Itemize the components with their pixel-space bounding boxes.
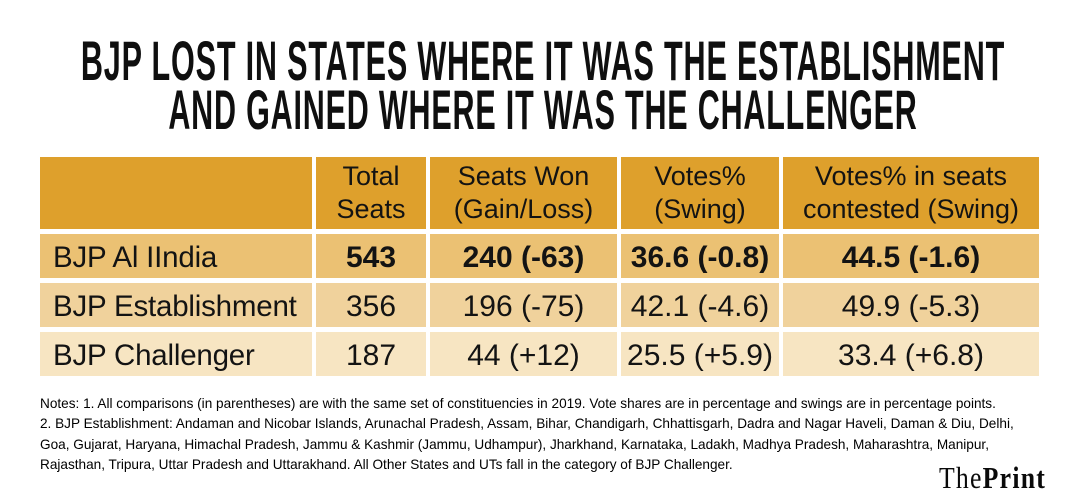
logo-the: The: [938, 460, 983, 495]
logo-print: Print: [982, 460, 1046, 495]
header-cell-total-seats: Total Seats: [316, 157, 426, 229]
header-cell-votes-pct: Votes% (Swing): [621, 157, 779, 229]
header-line: (Gain/Loss): [453, 194, 594, 224]
header-text-votes-pct: Votes% (Swing): [654, 160, 746, 226]
row-label: BJP Challenger: [40, 332, 312, 376]
header-text-seats-won: Seats Won (Gain/Loss): [454, 160, 594, 226]
header-line: Seats Won: [457, 161, 590, 191]
note-line: Notes: 1. All comparisons (in parenthese…: [40, 396, 996, 411]
header-cell-blank: [40, 157, 312, 229]
votes-pct-value: 36.6 (-0.8): [621, 234, 779, 278]
theprint-logo: ThePrint: [939, 460, 1046, 496]
header-line: (Swing): [654, 194, 746, 224]
row-label: BJP Establishment: [40, 283, 312, 327]
total-seats-value: 356: [316, 283, 426, 327]
votes-pct-contested-value: 49.9 (-5.3): [783, 283, 1039, 327]
seats-won-value: 44 (+12): [430, 332, 617, 376]
header-line: Total: [342, 161, 400, 191]
header-line: contested (Swing): [802, 194, 1020, 224]
header-line: Seats: [336, 194, 406, 224]
votes-pct-contested-value: 44.5 (-1.6): [783, 234, 1039, 278]
header-cell-votes-pct-contested: Votes% in seats contested (Swing): [783, 157, 1039, 229]
votes-pct-contested-value: 33.4 (+6.8): [783, 332, 1039, 376]
page-title: BJP LOST IN STATES WHERE IT WAS THE ESTA…: [0, 0, 1084, 140]
footnotes: Notes: 1. All comparisons (in parenthese…: [40, 394, 1050, 475]
header-text-total-seats: Total Seats: [336, 160, 405, 226]
header-line: Votes%: [654, 161, 746, 191]
seats-won-value: 240 (-63): [430, 234, 617, 278]
data-table: Total Seats Seats Won (Gain/Loss) Votes% (S…: [40, 157, 1039, 376]
total-seats-value: 543: [316, 234, 426, 278]
title-line-2: AND GAINED WHERE IT WAS THE CHALLENGER: [168, 77, 918, 141]
seats-won-value: 196 (-75): [430, 283, 617, 327]
votes-pct-value: 42.1 (-4.6): [621, 283, 779, 327]
header-line: Votes% in seats: [814, 161, 1008, 191]
header-text-votes-pct-contested: Votes% in seats contested (Swing): [803, 160, 1019, 226]
row-label: BJP Al IIndia: [40, 234, 312, 278]
votes-pct-value: 25.5 (+5.9): [621, 332, 779, 376]
note-line: Rajasthan, Tripura, Uttar Pradesh and Ut…: [40, 456, 733, 472]
note-line: Goa, Gujarat, Haryana, Himachal Pradesh,…: [40, 436, 989, 452]
header-cell-seats-won: Seats Won (Gain/Loss): [430, 157, 617, 229]
note-line: 2. BJP Establishment: Andaman and Nicoba…: [40, 416, 1014, 432]
title-line-1: BJP LOST IN STATES WHERE IT WAS THE ESTA…: [80, 29, 1006, 92]
total-seats-value: 187: [316, 332, 426, 376]
